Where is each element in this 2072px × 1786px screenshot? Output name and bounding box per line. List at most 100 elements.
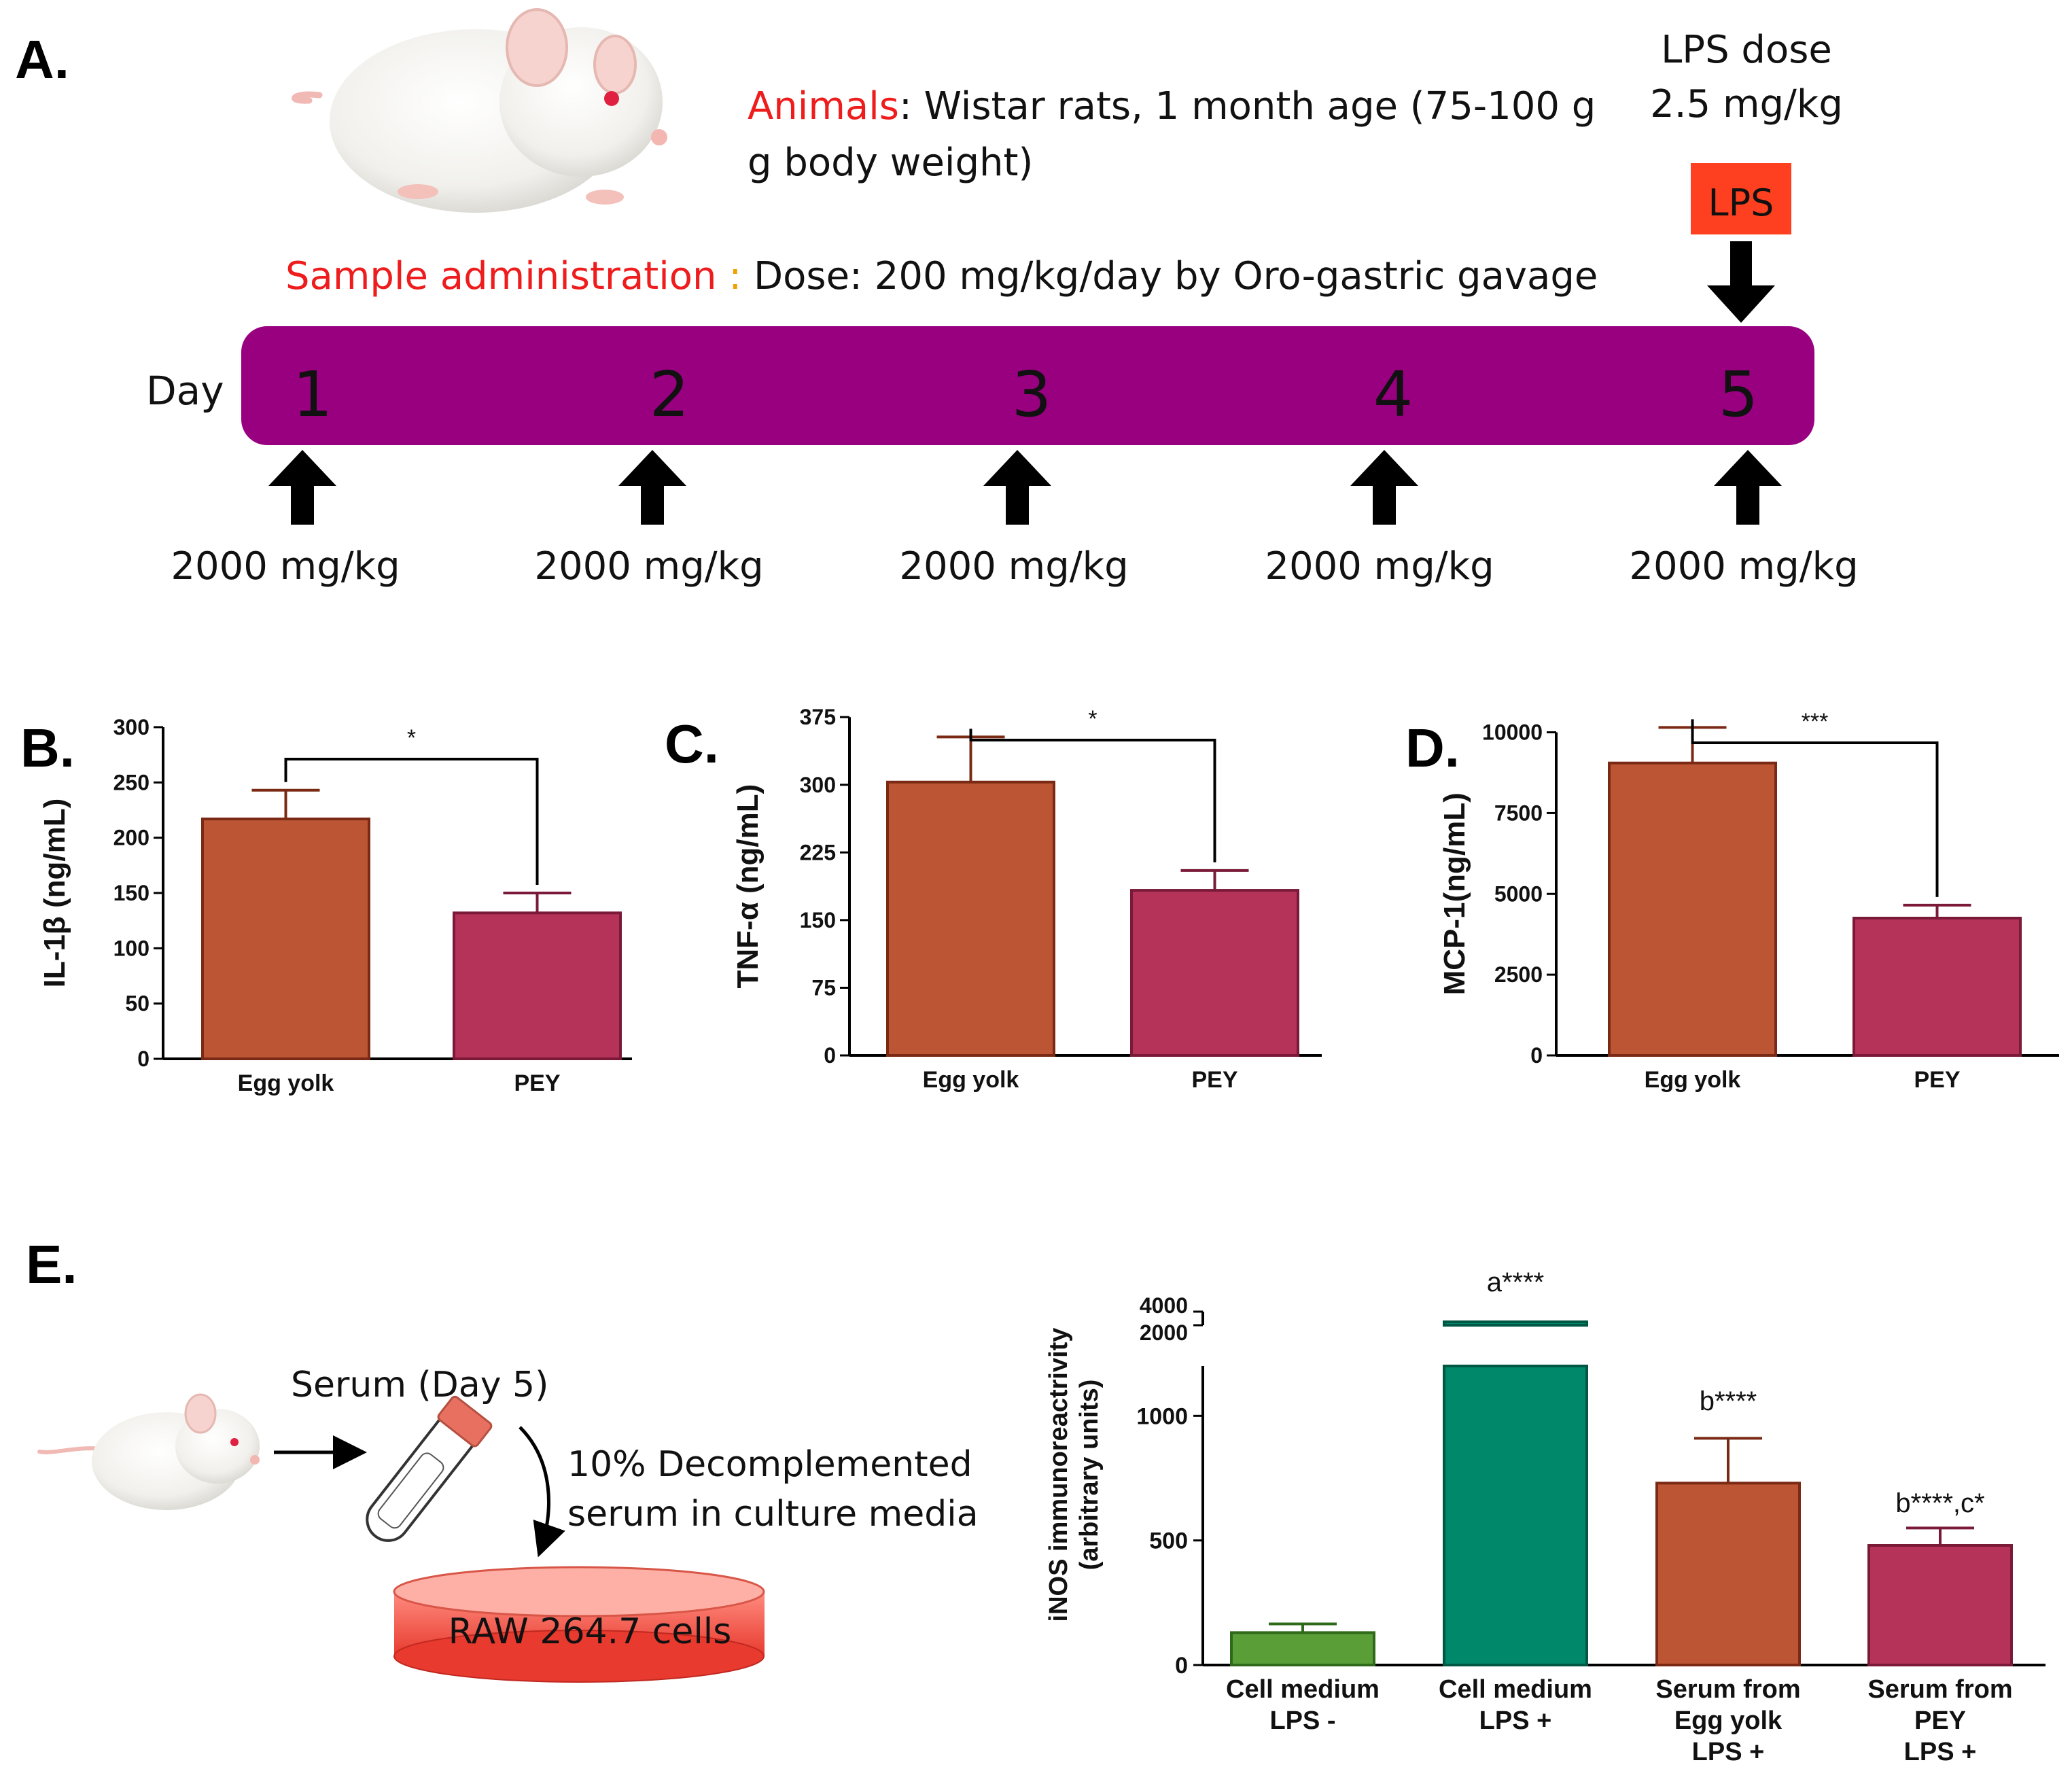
y-tick-label: 2500 — [1494, 962, 1543, 987]
transfer-arrow — [519, 1426, 565, 1558]
panel-a: A. Animals: Wistar rats, 1 month age (75… — [15, 8, 1859, 589]
significance-bracket — [1691, 719, 1939, 897]
x-tick-label: Serum from — [1655, 1675, 1800, 1704]
y-tick-label-upper: 2000 — [1140, 1320, 1188, 1345]
panel-e-label: E. — [26, 1234, 77, 1295]
dose-arrow-3 — [983, 450, 1051, 525]
significance-marker: * — [407, 725, 416, 751]
serum-label: Serum (Day 5) — [291, 1365, 548, 1405]
rat-illustration — [292, 8, 667, 213]
day-number-2: 2 — [650, 358, 690, 431]
dose-label-1: 2000 mg/kg — [171, 544, 400, 589]
y-tick-label: 50 — [125, 992, 150, 1016]
dose-label-5: 2000 mg/kg — [1629, 544, 1858, 589]
timeline-bar — [241, 326, 1814, 445]
x-tick-label: LPS + — [1904, 1738, 1977, 1766]
bar-cell-medium-lps — [1230, 1631, 1375, 1666]
x-tick-label: Cell medium — [1439, 1675, 1592, 1704]
bar-serum-from-pey-lps — [1867, 1544, 2013, 1666]
y-tick-label: 5000 — [1494, 881, 1543, 906]
day-label: Day — [146, 368, 224, 414]
y-tick-label: 500 — [1149, 1528, 1188, 1554]
sample-colon: : — [717, 254, 742, 298]
x-tick-label: Egg yolk — [1645, 1067, 1741, 1093]
significance-bracket — [969, 729, 1216, 862]
y-tick-label: 150 — [800, 908, 836, 932]
y-tick-label-upper: 4000 — [1140, 1293, 1188, 1318]
y-tick-label: 150 — [113, 881, 150, 905]
dose-arrow-5 — [1714, 450, 1782, 525]
x-tick-label: PEY — [514, 1070, 560, 1096]
y-tick-label: 75 — [811, 975, 836, 1000]
x-tick-label: PEY — [1914, 1067, 1960, 1093]
y-axis-title: IL-1β (ng/mL) — [38, 799, 71, 988]
x-tick-label: PEY — [1914, 1706, 1966, 1735]
y-axis-title: TNF-α (ng/mL) — [731, 784, 765, 989]
y-tick-label: 200 — [113, 826, 150, 850]
y-tick-label: 375 — [800, 705, 836, 729]
chart-c-tnfa: C. 0 75 150 225 300 375 TNF-α (ng/mL) Egg yolk P… — [665, 705, 1322, 1093]
chart-b-il1b: B. 0 50 100 150 200 250 300 IL-1β (ng/mL) Egg yo… — [20, 715, 632, 1096]
day-markers: 1 2000 mg/kg 2 2000 mg/kg 3 2000 mg/kg 4 2000 m… — [171, 358, 1858, 589]
sample-administration-line: Sample administration : Dose: 200 mg/kg/… — [285, 254, 1598, 298]
dose-label-3: 2000 mg/kg — [899, 544, 1128, 589]
x-tick-label: Egg yolk — [1674, 1706, 1783, 1735]
day-number-3: 3 — [1012, 358, 1052, 431]
decomplemented-line2: serum in culture media — [567, 1494, 979, 1535]
panel-d-label: D. — [1405, 718, 1460, 778]
significance-marker: * — [1088, 706, 1097, 732]
x-tick-label: LPS + — [1692, 1738, 1765, 1766]
day-number-1: 1 — [293, 358, 333, 431]
bar-egg-yolk — [886, 780, 1055, 1057]
significance-marker: *** — [1802, 709, 1829, 735]
y-axis-title-line1: iNOS immunoreactrivity — [1044, 1328, 1073, 1622]
decomplemented-line1: 10% Decomplemented — [567, 1444, 972, 1485]
significance-bracket — [284, 758, 539, 885]
lps-dose-title: LPS dose — [1661, 28, 1832, 72]
y-tick-label: 0 — [1530, 1043, 1543, 1068]
x-tick-label: Egg yolk — [238, 1070, 334, 1096]
day-number-4: 4 — [1373, 358, 1413, 431]
lps-box-label: LPS — [1708, 181, 1774, 224]
panel-e-schematic: E. Serum (Day 5) 10% Decomplemented seru… — [26, 1234, 979, 1683]
y-axis-title: MCP-1(ng/mL) — [1438, 792, 1471, 995]
panel-b-label: B. — [20, 718, 75, 778]
animals-line1: Animals: Wistar rats, 1 month age (75-10… — [748, 84, 1596, 128]
x-tick-label: Serum from — [1867, 1675, 2012, 1704]
panel-c-label: C. — [665, 714, 719, 774]
x-tick-label: PEY — [1191, 1067, 1237, 1093]
bar-cell-medium-lps-lower — [1443, 1365, 1588, 1666]
y-tick-label: 10000 — [1482, 720, 1543, 745]
bar-serum-from-egg-yolk-lps — [1655, 1482, 1801, 1666]
y-tick-label: 225 — [800, 840, 836, 864]
y-tick-label: 0 — [1175, 1653, 1188, 1679]
bar-pey — [453, 911, 622, 1061]
bar-pey — [1852, 916, 2022, 1057]
dose-label-2: 2000 mg/kg — [534, 544, 763, 589]
significance-annotation: b****,c* — [1895, 1488, 1984, 1518]
dish-label: RAW 264.7 cells — [449, 1611, 732, 1652]
x-tick-label: LPS - — [1269, 1706, 1335, 1735]
y-tick-label: 7500 — [1494, 801, 1543, 825]
bar-egg-yolk — [1608, 761, 1777, 1057]
dose-arrow-4 — [1350, 450, 1418, 525]
dose-arrow-2 — [618, 450, 686, 525]
animals-line2: g body weight) — [748, 141, 1033, 185]
significance-annotation: b**** — [1700, 1386, 1757, 1416]
y-tick-label: 1000 — [1136, 1403, 1188, 1429]
bar-cell-medium-lps-upper — [1443, 1320, 1588, 1327]
x-tick-label: Cell medium — [1226, 1675, 1380, 1704]
y-tick-label: 0 — [824, 1043, 836, 1068]
sample-label: Sample administration — [285, 254, 717, 298]
significance-annotation: a**** — [1487, 1267, 1545, 1297]
sample-dose-text: Dose: 200 mg/kg/day by Oro-gastric gavag… — [741, 254, 1598, 298]
bar-egg-yolk — [201, 818, 370, 1060]
panel-a-label: A. — [15, 29, 69, 90]
y-tick-label: 100 — [113, 936, 150, 960]
y-tick-label: 300 — [800, 773, 836, 797]
day-number-5: 5 — [1719, 358, 1759, 431]
rat-small-illustration — [37, 1393, 260, 1510]
x-tick-label: LPS + — [1479, 1706, 1552, 1735]
